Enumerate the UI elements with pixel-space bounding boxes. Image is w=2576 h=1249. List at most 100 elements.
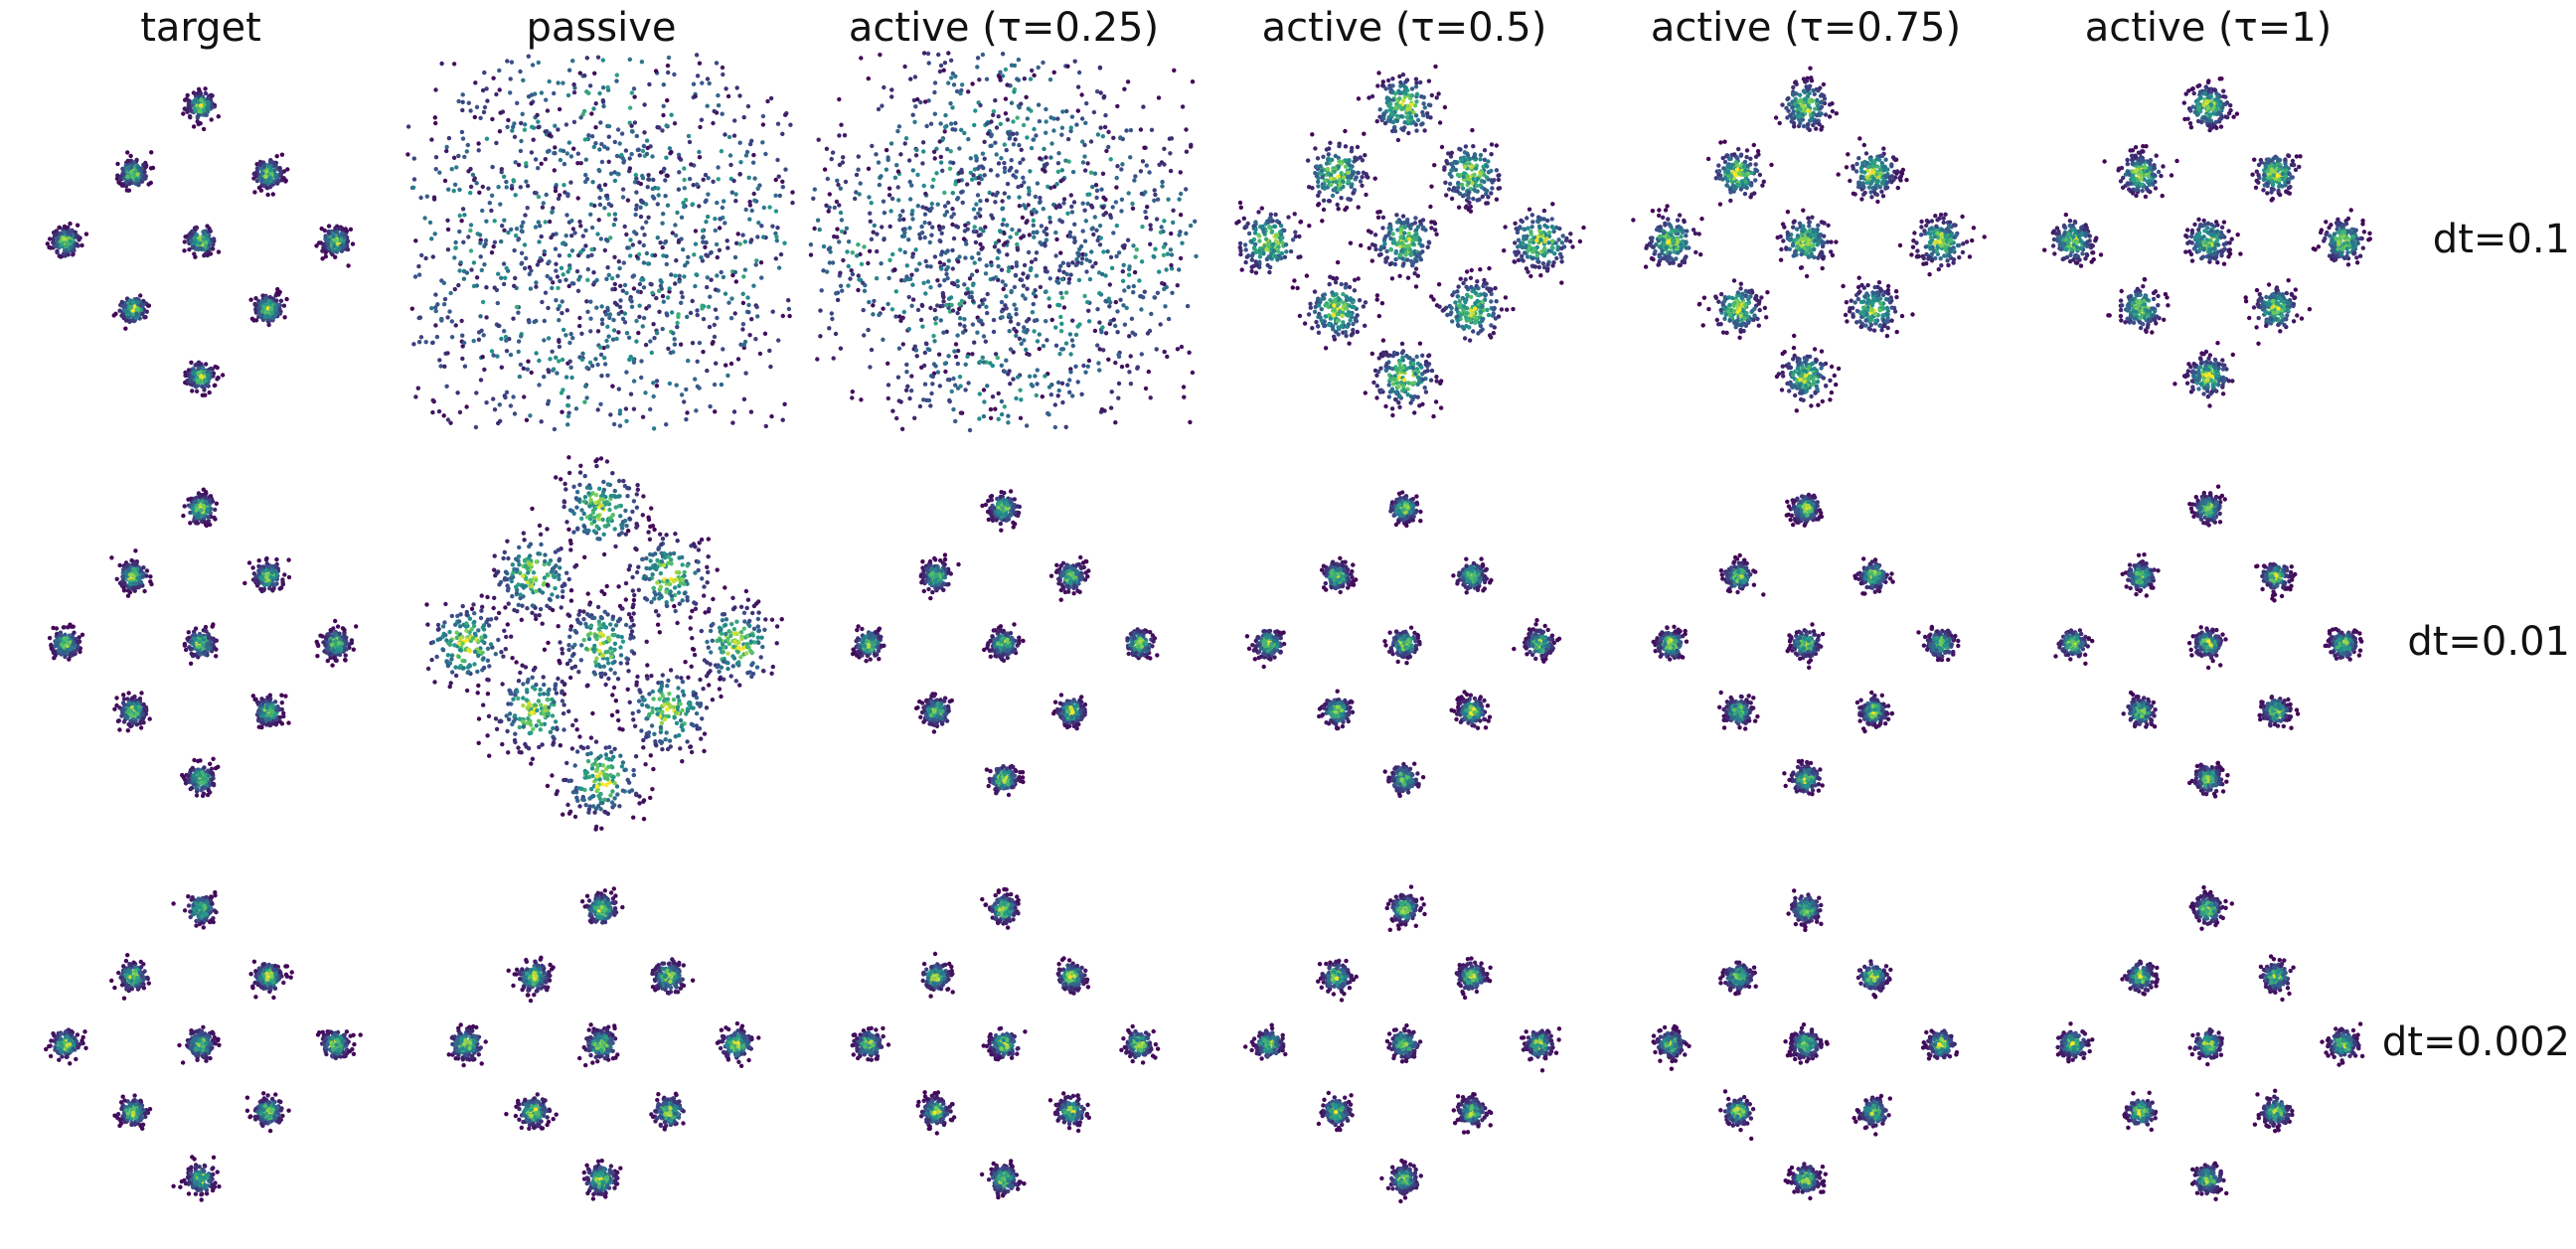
point bbox=[202, 127, 206, 131]
point bbox=[638, 206, 642, 210]
point bbox=[970, 178, 974, 182]
point bbox=[945, 276, 949, 280]
point bbox=[628, 156, 632, 160]
point bbox=[873, 224, 877, 228]
point bbox=[492, 244, 496, 248]
point bbox=[774, 234, 778, 238]
point bbox=[734, 279, 738, 283]
point bbox=[647, 304, 651, 308]
point bbox=[1111, 231, 1115, 234]
point bbox=[992, 109, 996, 113]
point bbox=[602, 206, 606, 210]
point bbox=[1087, 192, 1091, 196]
point bbox=[547, 370, 551, 374]
point bbox=[1129, 354, 1133, 358]
point bbox=[938, 384, 942, 388]
point bbox=[949, 121, 953, 125]
point bbox=[680, 216, 684, 220]
point bbox=[74, 231, 78, 234]
point bbox=[788, 123, 792, 127]
point bbox=[875, 249, 879, 253]
point bbox=[183, 234, 187, 238]
point bbox=[502, 229, 506, 233]
point bbox=[1003, 170, 1007, 174]
point bbox=[1132, 284, 1136, 288]
point bbox=[127, 189, 131, 193]
point bbox=[996, 173, 1000, 177]
point bbox=[818, 228, 822, 232]
point bbox=[997, 161, 1001, 165]
point bbox=[642, 233, 646, 236]
point bbox=[1083, 168, 1087, 172]
point bbox=[759, 224, 763, 228]
point bbox=[143, 315, 147, 319]
point bbox=[536, 262, 540, 266]
point bbox=[1095, 307, 1099, 311]
point bbox=[1098, 242, 1102, 246]
point bbox=[945, 147, 949, 151]
point bbox=[669, 351, 673, 355]
point bbox=[1000, 207, 1004, 211]
point bbox=[642, 285, 646, 289]
point bbox=[599, 374, 603, 378]
point bbox=[890, 252, 894, 256]
point bbox=[504, 180, 508, 184]
point bbox=[1077, 71, 1081, 75]
point bbox=[676, 312, 680, 316]
point bbox=[974, 202, 978, 206]
point bbox=[499, 276, 503, 280]
point bbox=[959, 88, 963, 92]
point bbox=[698, 155, 702, 159]
point bbox=[725, 238, 729, 242]
point bbox=[867, 300, 871, 304]
point bbox=[275, 154, 279, 158]
point bbox=[262, 180, 266, 184]
point bbox=[500, 167, 504, 171]
point bbox=[1056, 161, 1060, 165]
point bbox=[1081, 202, 1085, 206]
point bbox=[534, 351, 538, 355]
point bbox=[639, 359, 643, 363]
point bbox=[711, 121, 715, 125]
point bbox=[1032, 291, 1036, 295]
point bbox=[560, 390, 564, 394]
point bbox=[682, 205, 686, 209]
cluster bbox=[183, 361, 225, 397]
point bbox=[774, 256, 778, 260]
point bbox=[581, 234, 585, 237]
point bbox=[604, 339, 608, 343]
point bbox=[566, 395, 570, 399]
point bbox=[939, 155, 943, 159]
point bbox=[509, 353, 513, 357]
point bbox=[732, 118, 736, 122]
point bbox=[937, 283, 941, 287]
point bbox=[949, 303, 953, 307]
point bbox=[567, 341, 571, 345]
point bbox=[556, 286, 560, 290]
point bbox=[615, 274, 619, 278]
point bbox=[673, 281, 677, 285]
point bbox=[714, 308, 718, 312]
point bbox=[636, 289, 640, 293]
point bbox=[566, 93, 570, 97]
point bbox=[892, 267, 896, 271]
point bbox=[687, 134, 691, 138]
point bbox=[1066, 261, 1070, 265]
point bbox=[428, 221, 432, 225]
point bbox=[193, 363, 197, 367]
point bbox=[830, 311, 834, 315]
point bbox=[1041, 394, 1045, 398]
point bbox=[1103, 113, 1107, 117]
point bbox=[1053, 253, 1057, 257]
point bbox=[1114, 185, 1118, 189]
point bbox=[924, 206, 928, 210]
point bbox=[537, 195, 541, 199]
point bbox=[768, 365, 772, 369]
point bbox=[1019, 416, 1023, 420]
point bbox=[459, 260, 463, 264]
point bbox=[494, 92, 498, 96]
point bbox=[469, 223, 473, 227]
point bbox=[640, 226, 644, 230]
point bbox=[434, 309, 438, 313]
point bbox=[634, 319, 638, 323]
